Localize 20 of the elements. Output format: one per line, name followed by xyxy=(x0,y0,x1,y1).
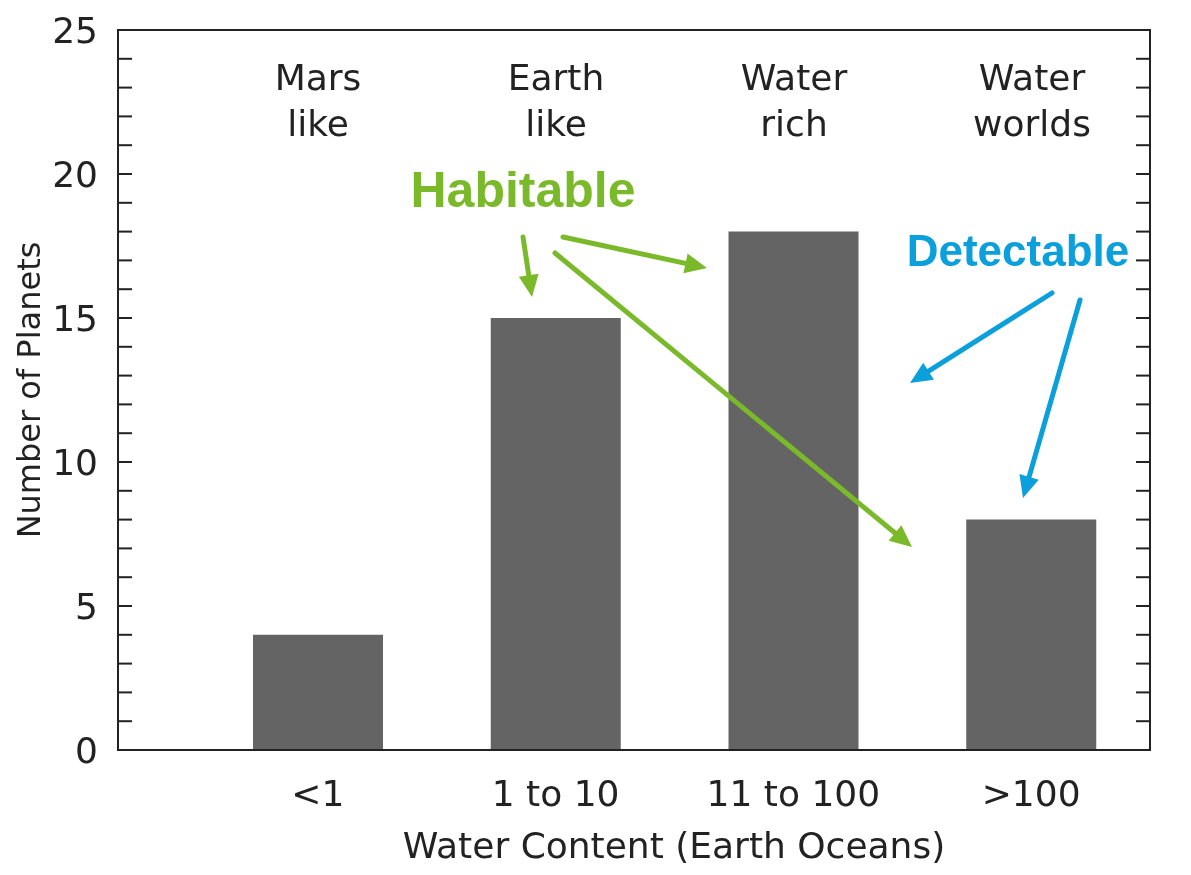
y-tick-label: 25 xyxy=(52,9,98,51)
annotation: Detectable xyxy=(906,226,1130,275)
y-tick-label: 5 xyxy=(75,585,98,627)
y-tick-label: 20 xyxy=(52,153,98,195)
x-tick-label: 11 to 100 xyxy=(706,772,881,814)
x-tick-label: <1 xyxy=(291,772,345,814)
annotation: Mars like xyxy=(274,57,362,144)
annotation: Earth like xyxy=(507,57,605,144)
annotation: Water worlds xyxy=(973,57,1091,144)
x-tick-label: 1 to 10 xyxy=(491,772,620,814)
annotation: Habitable xyxy=(410,162,636,218)
x-axis-title: Water Content (Earth Oceans) xyxy=(402,825,946,866)
annotation: Water rich xyxy=(740,57,848,144)
x-tick-label: >100 xyxy=(981,772,1081,814)
y-tick-label: 15 xyxy=(52,297,98,339)
y-axis-title: Number of Planets xyxy=(10,241,48,539)
y-tick-label: 0 xyxy=(75,729,98,771)
bar xyxy=(966,519,1097,750)
bar xyxy=(253,634,383,750)
y-tick-label: 10 xyxy=(52,441,98,483)
